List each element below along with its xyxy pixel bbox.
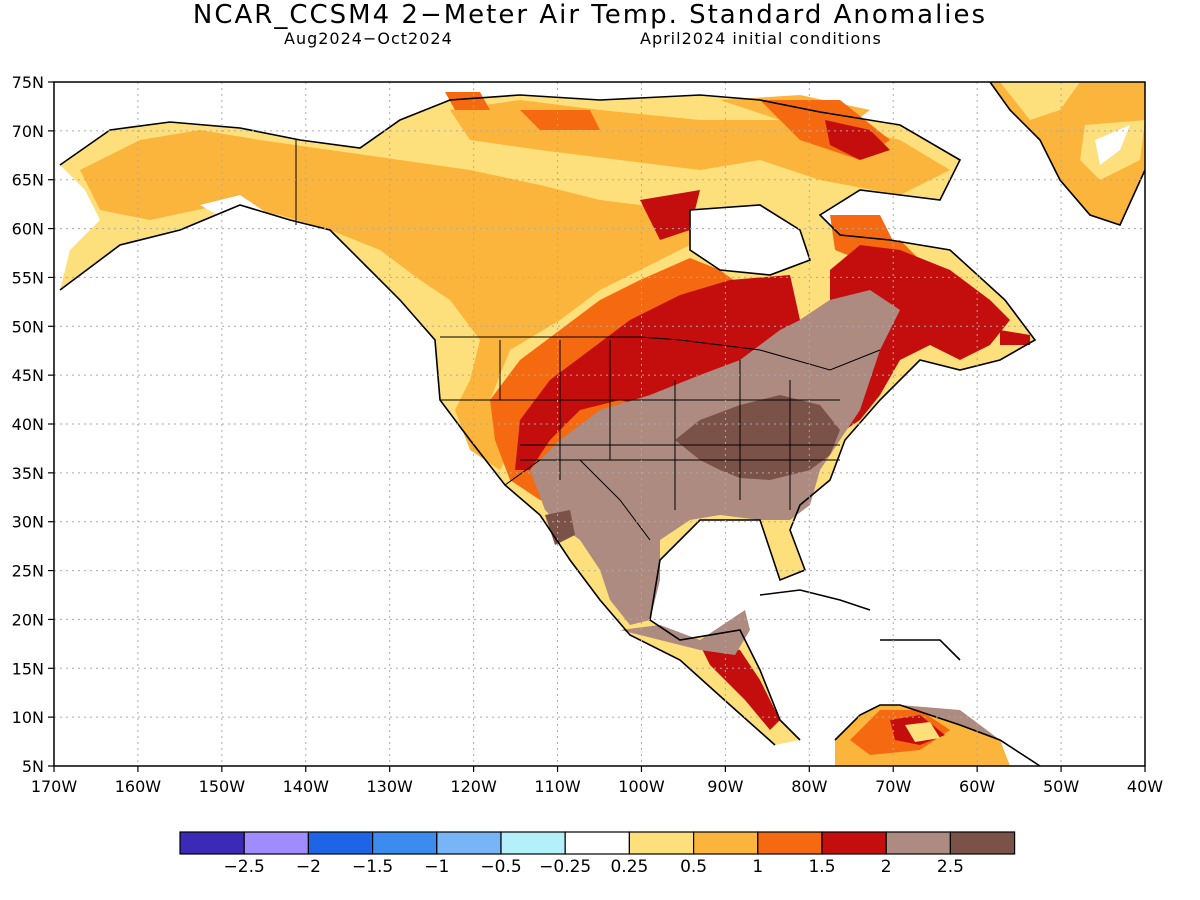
init-conditions-label: April2024 initial conditions [640,29,882,48]
lon-label: 130W [367,777,414,796]
colorbar-label: −2.5 [224,857,265,877]
lat-label: 70N [12,122,44,141]
lon-label: 120W [450,777,497,796]
colorbar-label: 0.5 [680,857,707,877]
lon-label: 80W [791,777,827,796]
colorbar-swatch [949,831,1016,855]
colorbar-swatch [436,831,502,855]
colorbar-labels: −2.5 −2 −1.5 −1 −0.5 −0.25 0.25 0.5 1 1.5 2 2.5 [224,857,964,877]
colorbar-swatch [885,831,952,855]
colorbar-label: −1 [424,857,449,877]
lon-label: 140W [283,777,330,796]
colorbar-swatch [757,831,823,855]
colorbar-swatch [821,831,887,855]
colorbar-label: −2 [296,857,321,877]
lat-label: 65N [12,171,44,190]
extreme-anomaly-zone [675,395,840,480]
lat-label: 5N [22,757,44,776]
lat-label: 35N [12,464,44,483]
colorbar-swatch [692,831,759,855]
colorbar-swatch [628,831,695,855]
lon-label: 90W [707,777,743,796]
colorbar-label: −1.5 [352,857,393,877]
lat-label: 20N [12,610,44,629]
lon-label: 100W [618,777,665,796]
colorbar-label: −0.5 [480,857,521,877]
lat-label: 60N [12,220,44,239]
longitude-labels: 170W 160W 150W 140W 130W 120W 110W 100W 90W 80W 70… [31,777,1163,796]
lat-label: 15N [12,659,44,678]
colorbar [179,831,1016,855]
colorbar-swatch [307,831,374,855]
lon-label: 170W [31,777,78,796]
political-borders [295,140,881,541]
lon-label: 110W [534,777,581,796]
lat-label: 10N [12,708,44,727]
colorbar-swatch [372,831,438,855]
lat-label: 45N [12,366,44,385]
period-label: Aug2024−Oct2024 [284,29,453,48]
lon-label: 160W [115,777,162,796]
latitude-labels: 75N 70N 65N 60N 55N 50N 45N 40N 35N 30N 25N 20N 15N 1… [12,73,44,776]
lat-label: 75N [12,73,44,92]
colorbar-label: 2 [881,857,892,877]
colorbar-label: 0.25 [610,857,648,877]
colorbar-swatch [500,831,566,855]
lat-label: 30N [12,513,44,532]
axis-ticks [48,81,1146,772]
anomaly-fields [60,82,1145,766]
colorbar-label: 1 [752,857,763,877]
colorbar-swatch [564,831,631,855]
lat-label: 25N [12,562,44,581]
lat-label: 55N [12,268,44,287]
lon-label: 70W [875,777,911,796]
lon-label: 40W [1127,777,1163,796]
moderate-anomaly-zone [80,130,700,470]
colorbar-label: 2.5 [937,857,964,877]
lat-label: 50N [12,317,44,336]
lon-label: 60W [959,777,995,796]
colorbar-label: 1.5 [808,857,835,877]
colorbar-label: −0.25 [539,857,591,877]
lat-label: 40N [12,415,44,434]
lon-label: 150W [199,777,246,796]
colorbar-swatch [179,831,245,855]
colorbar-swatch [243,831,309,855]
lon-label: 50W [1043,777,1079,796]
map-title: NCAR_CCSM4 2−Meter Air Temp. Standard An… [192,0,988,30]
